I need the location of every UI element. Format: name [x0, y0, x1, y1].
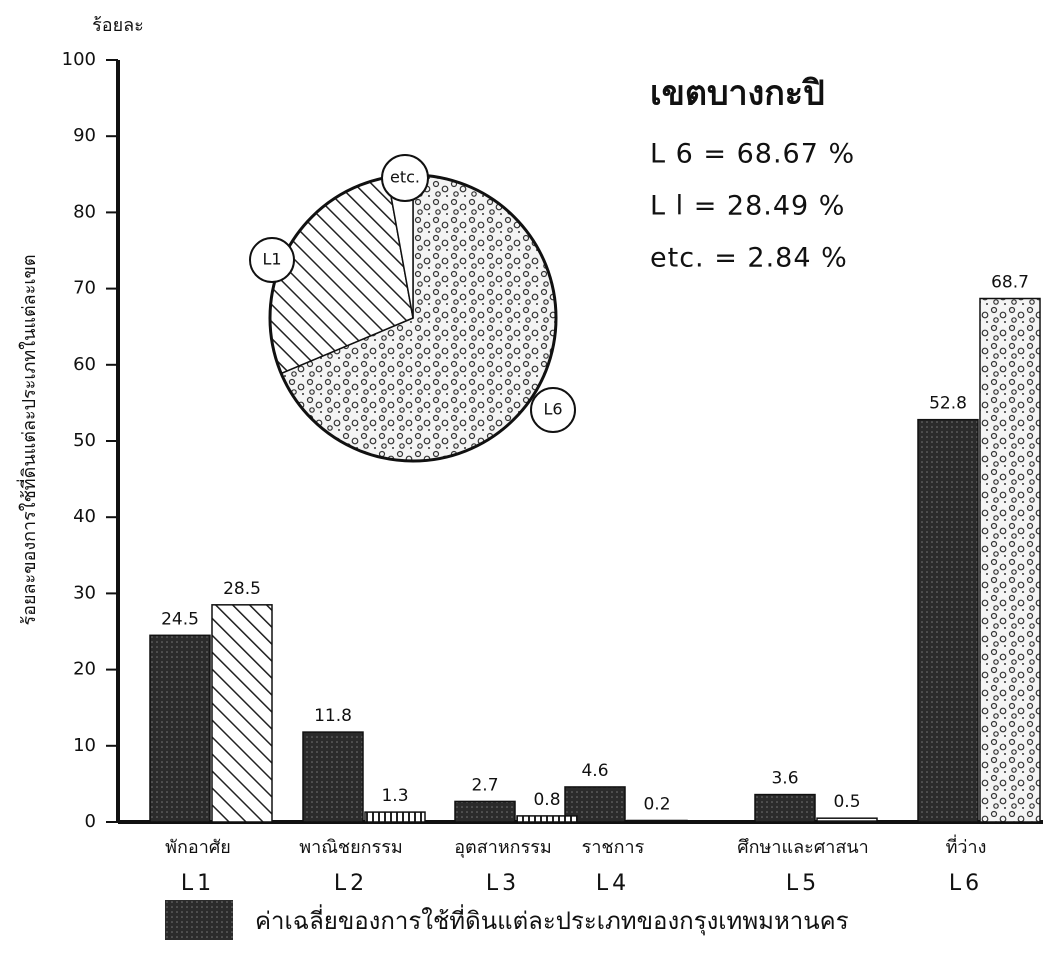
data-label: 24.5	[161, 609, 199, 629]
x-tick-label: พาณิชยกรรม	[299, 837, 403, 858]
category-code: L5	[786, 871, 820, 896]
annotation: L 6 = 68.67 %	[650, 139, 855, 170]
y-tick-label: 30	[73, 582, 96, 603]
data-label: 4.6	[581, 761, 608, 781]
bar	[454, 800, 516, 823]
data-label: 68.7	[991, 273, 1029, 293]
y-tick-label: 40	[73, 506, 96, 527]
y-tick-label: 90	[73, 125, 96, 146]
category-code: L6	[949, 871, 983, 896]
x-tick-label: อุตสาหกรรม	[454, 837, 552, 858]
bar	[979, 297, 1041, 823]
pie-label: L6	[543, 400, 562, 419]
data-label: 0.5	[833, 792, 860, 812]
pie-label: L1	[262, 250, 281, 269]
legend-swatch	[165, 900, 233, 940]
category-code: L3	[486, 871, 520, 896]
pie-label-badge	[381, 154, 429, 202]
bar	[149, 634, 211, 823]
pie-title: เขตบางกะปิ	[650, 74, 825, 114]
category-code: L2	[334, 871, 368, 896]
y-tick-label: 80	[73, 201, 96, 222]
y-tick-label: 10	[73, 735, 96, 756]
data-label: 1.3	[381, 786, 408, 806]
y-unit-label: ร้อยละ	[92, 15, 144, 36]
y-tick-label: 0	[85, 811, 96, 832]
bar	[816, 817, 878, 823]
y-tick-label: 50	[73, 430, 96, 451]
y-tick-label: 70	[73, 278, 96, 299]
data-label: 11.8	[314, 706, 352, 726]
bar	[754, 793, 816, 823]
x-tick-label: ราชการ	[582, 837, 645, 858]
data-label: 0.2	[643, 794, 670, 814]
bar	[302, 731, 364, 823]
data-label: 0.8	[533, 790, 560, 810]
x-tick-label: ศึกษาและศาสนา	[737, 837, 869, 858]
pie-label-badge	[530, 387, 576, 433]
y-tick-label: 100	[62, 49, 96, 70]
pie-label: etc.	[390, 168, 420, 187]
data-label: 3.6	[771, 769, 798, 789]
category-code: L4	[596, 871, 630, 896]
legend-label: ค่าเฉลี่ยของการใช้ที่ดินแต่ละประเภทของกร…	[255, 904, 849, 936]
bar	[516, 815, 578, 823]
y-tick-label: 60	[73, 354, 96, 375]
pie-label-badge	[249, 237, 295, 283]
data-label: 2.7	[471, 775, 498, 795]
x-tick-label: ที่ว่าง	[946, 834, 987, 858]
x-tick-label: พักอาศัย	[165, 837, 231, 858]
annotation: L l = 28.49 %	[650, 191, 845, 222]
annotation: etc. = 2.84 %	[650, 243, 848, 274]
data-label: 52.8	[929, 394, 967, 414]
bar	[364, 811, 426, 823]
bar	[626, 819, 688, 823]
category-code: L1	[181, 871, 215, 896]
y-tick-label: 20	[73, 659, 96, 680]
bar	[917, 418, 979, 823]
y-axis-title: ร้อยละของการใช้ที่ดินแต่ละประเภทในแต่ละเ…	[16, 254, 40, 625]
data-label: 28.5	[223, 579, 261, 599]
bar	[211, 604, 273, 823]
